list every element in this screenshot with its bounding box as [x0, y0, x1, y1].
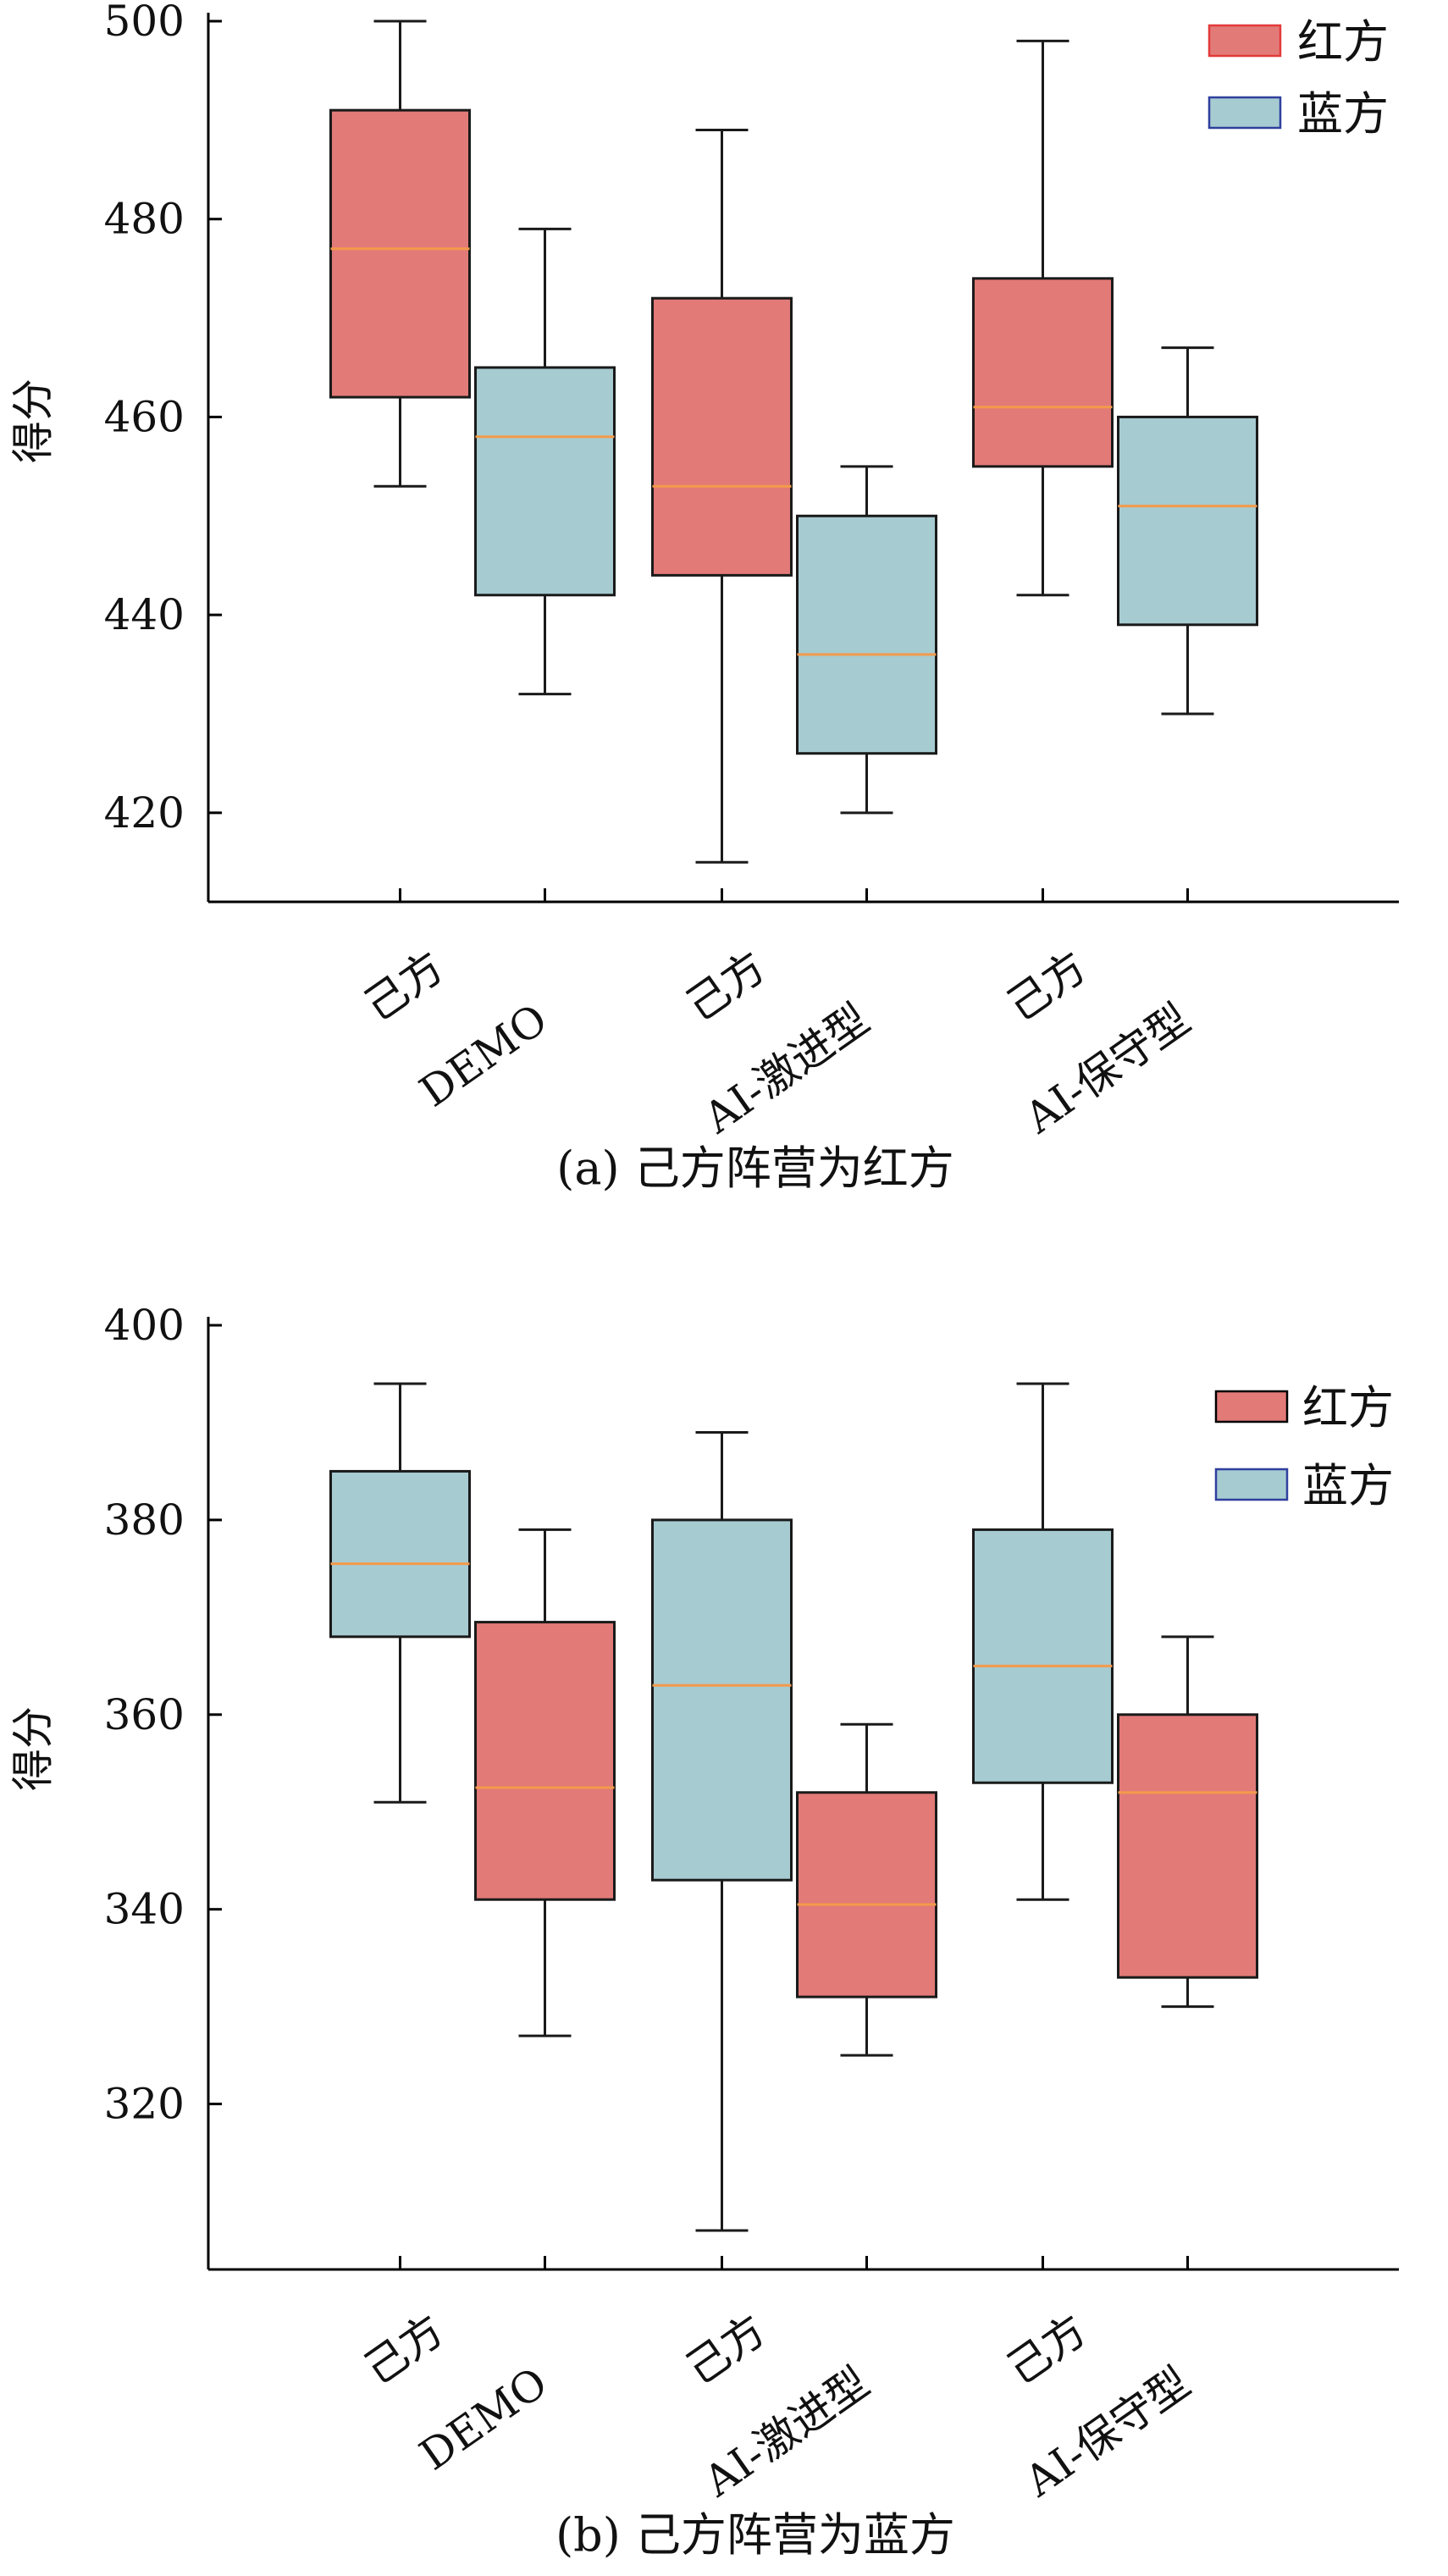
legend-swatch	[1208, 24, 1282, 58]
category-label-line1: 己方	[356, 942, 453, 1031]
box-red	[474, 1528, 616, 2037]
box-iqr	[972, 277, 1114, 468]
box-iqr	[474, 1621, 616, 1901]
box-red	[972, 39, 1114, 597]
y-tick-label: 480	[104, 195, 185, 244]
category-label-line1: 己方	[998, 2305, 1096, 2394]
y-tick-label: 440	[104, 590, 185, 639]
legend-label: 蓝方	[1297, 87, 1389, 141]
category-label-line1: 己方	[356, 2305, 453, 2394]
chart-caption: (b) 己方阵营为蓝方	[555, 2508, 955, 2562]
y-tick-label: 380	[104, 1495, 185, 1545]
box-blue	[651, 1430, 793, 2232]
legend-swatch	[1208, 96, 1282, 130]
box-iqr	[972, 1528, 1114, 1784]
y-tick-label: 320	[104, 2080, 185, 2129]
box-red	[329, 19, 471, 488]
y-axis-label: 得分	[8, 1706, 58, 1791]
y-tick-label: 360	[104, 1690, 185, 1739]
y-tick-label: 460	[104, 392, 185, 441]
box-red	[1117, 1635, 1258, 2009]
y-tick-label: 420	[104, 788, 185, 837]
box-iqr	[1117, 415, 1258, 627]
y-tick-label: 340	[104, 1885, 185, 1934]
legend-label: 红方	[1297, 15, 1389, 69]
box-iqr	[796, 1791, 937, 1998]
box-blue	[796, 465, 937, 815]
legend-swatch	[1214, 1390, 1289, 1423]
box-iqr	[329, 108, 471, 399]
category-label-line1: 己方	[677, 2305, 775, 2394]
box-iqr	[651, 1518, 793, 1882]
y-tick-label: 500	[104, 0, 185, 46]
box-iqr	[474, 366, 616, 597]
box-iqr	[651, 296, 793, 577]
box-blue	[972, 1382, 1114, 1901]
box-blue	[474, 227, 616, 696]
category-label-line1: 己方	[677, 942, 775, 1031]
category-label-line2: DEMO	[411, 2358, 556, 2479]
panel-a: 420440460480500得分己方DEMO己方AI-激进型己方AI-保守型红…	[8, 0, 1399, 1195]
y-tick-label: 400	[104, 1301, 185, 1350]
box-iqr	[329, 1469, 471, 1639]
legend-label: 红方	[1302, 1381, 1394, 1434]
chart-caption: (a) 己方阵营为红方	[556, 1142, 954, 1195]
box-red	[796, 1722, 937, 2057]
category-label-line2: DEMO	[411, 994, 556, 1116]
y-axis-label: 得分	[8, 379, 58, 463]
box-blue	[1117, 346, 1258, 716]
legend-swatch	[1214, 1468, 1289, 1501]
panel-b: 320340360380400得分己方DEMO己方AI-激进型己方AI-保守型红…	[8, 1301, 1399, 2562]
legend-label: 蓝方	[1302, 1459, 1394, 1512]
box-iqr	[1117, 1713, 1258, 1979]
category-label-line1: 己方	[998, 942, 1096, 1031]
box-blue	[329, 1382, 471, 1804]
box-iqr	[796, 514, 937, 755]
box-red	[651, 129, 793, 864]
